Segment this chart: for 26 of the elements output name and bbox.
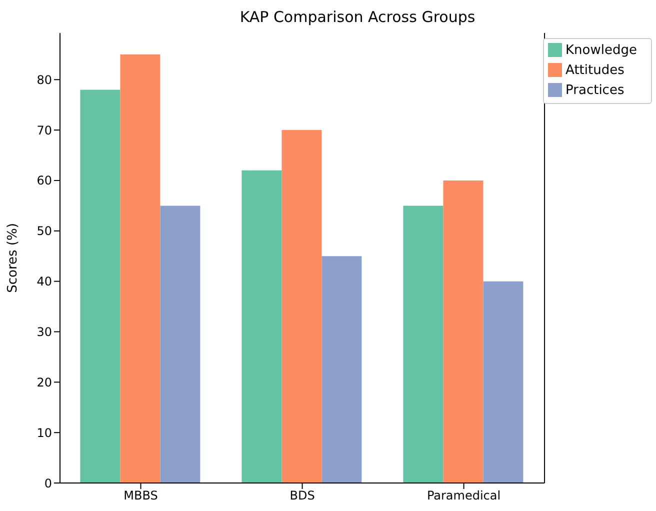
y-tick-label: 50	[36, 224, 52, 238]
bar	[483, 281, 524, 483]
bar	[160, 206, 200, 483]
bar	[322, 256, 362, 483]
legend-label: Practices	[566, 83, 624, 98]
bar	[120, 54, 160, 483]
x-tick-label: Paramedical	[426, 488, 501, 503]
legend-label: Knowledge	[566, 43, 637, 58]
y-tick-label: 20	[36, 375, 52, 390]
y-tick-label: 10	[36, 426, 52, 440]
y-tick-label: 40	[36, 274, 52, 289]
legend-label: Attitudes	[566, 63, 624, 78]
y-tick-label: 70	[36, 123, 52, 138]
x-tick-label: MBBS	[124, 488, 158, 503]
y-tick-label: 80	[36, 72, 52, 87]
bar	[282, 130, 322, 483]
y-axis-title: Scores (%)	[6, 223, 21, 293]
chart-title: KAP Comparison Across Groups	[238, 8, 476, 26]
y-tick-label: 0	[44, 476, 52, 490]
bar	[443, 180, 484, 483]
y-tick-label: 30	[36, 325, 52, 339]
bar	[403, 206, 444, 483]
bar	[242, 170, 282, 483]
y-tick-label: 60	[36, 174, 52, 188]
bar	[80, 90, 120, 483]
x-tick-label: BDS	[290, 488, 315, 503]
